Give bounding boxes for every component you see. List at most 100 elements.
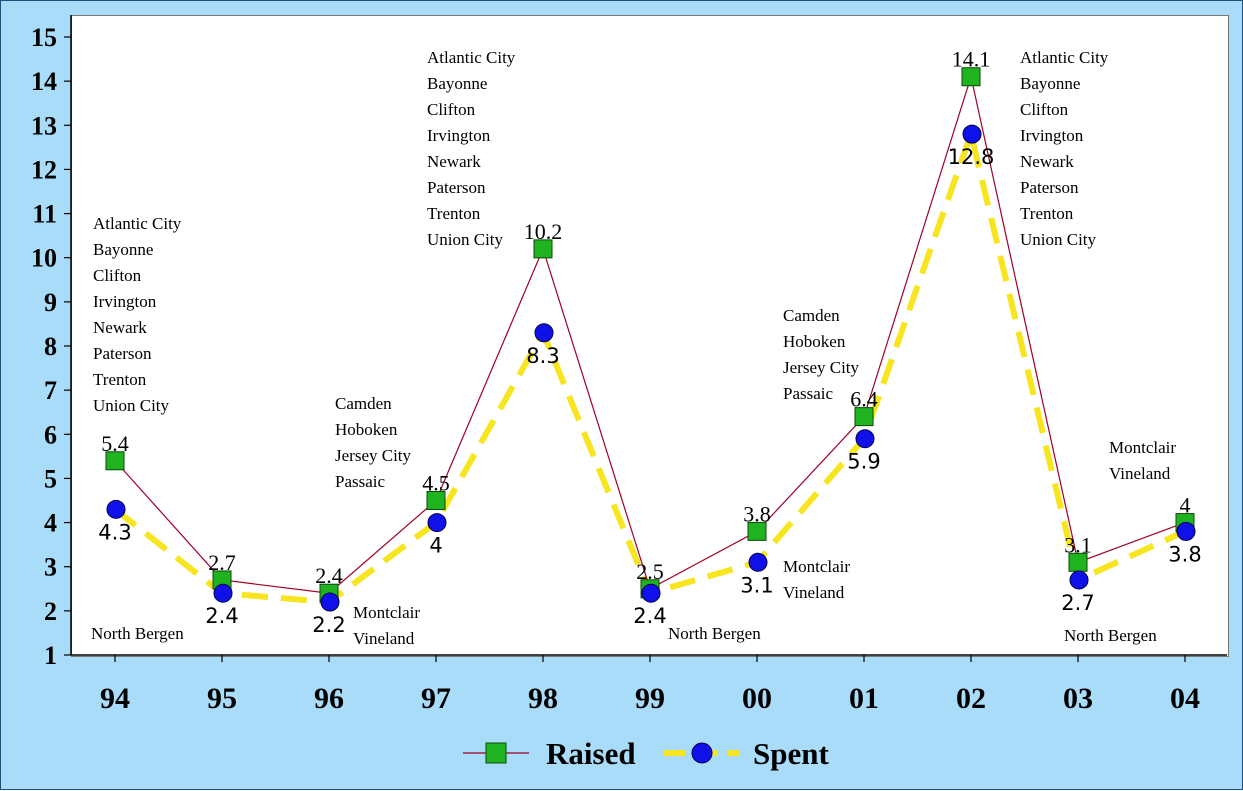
city-annotation: Clifton: [427, 100, 476, 119]
y-tick-label: 8: [44, 332, 57, 361]
x-tick-label: 97: [421, 682, 451, 715]
raised-data-label: 4: [1180, 493, 1191, 518]
city-annotation: Bayonne: [427, 74, 487, 93]
raised-data-label: 4.5: [422, 471, 450, 496]
city-annotation: Atlantic City: [93, 214, 182, 233]
city-annotation: Montclair: [353, 603, 420, 622]
raised-point: [854, 407, 874, 427]
city-annotation: Bayonne: [1020, 74, 1080, 93]
city-annotation: Union City: [93, 396, 170, 415]
spent-data-label: 4: [429, 534, 442, 558]
city-annotation: Irvington: [1020, 126, 1084, 145]
city-annotation: Passaic: [783, 384, 834, 403]
city-annotation: Irvington: [427, 126, 491, 145]
spent-data-label: 8.3: [526, 344, 559, 368]
x-tick-label: 94: [100, 682, 130, 715]
spent-point: [534, 323, 554, 343]
x-tick-label: 04: [1170, 682, 1200, 715]
y-tick-label: 7: [44, 376, 57, 405]
city-annotation: Trenton: [93, 370, 147, 389]
city-annotation: Newark: [93, 318, 147, 337]
spent-data-label: 12.8: [948, 145, 995, 169]
city-annotation: Paterson: [93, 344, 152, 363]
city-annotation: North Bergen: [1064, 626, 1157, 645]
raised-data-label: 6.4: [850, 387, 878, 412]
city-annotation: North Bergen: [91, 624, 184, 643]
raised-point: [747, 521, 767, 541]
plot-area: [71, 15, 1229, 657]
city-annotation: Montclair: [783, 557, 850, 576]
city-annotation: Hoboken: [783, 332, 846, 351]
city-annotation: Hoboken: [335, 420, 398, 439]
x-tick-label: 99: [635, 682, 665, 715]
y-tick-label: 4: [44, 509, 57, 538]
raised-data-label: 2.5: [636, 559, 664, 584]
spent-point: [213, 583, 233, 603]
spent-point: [748, 552, 768, 572]
spent-data-label: 2.4: [205, 604, 238, 628]
raised-point: [961, 67, 981, 87]
x-tick-label: 96: [314, 682, 344, 715]
city-annotation: Clifton: [1020, 100, 1069, 119]
spent-data-label: 3.8: [1168, 542, 1201, 566]
city-annotation: Bayonne: [93, 240, 153, 259]
x-tick-label: 98: [528, 682, 558, 715]
spent-data-label: 4.3: [98, 520, 131, 544]
city-annotation: Union City: [1020, 230, 1097, 249]
city-annotation: Newark: [1020, 152, 1074, 171]
spent-data-label: 2.2: [312, 613, 345, 637]
spent-point: [641, 583, 661, 603]
y-tick-label: 11: [32, 200, 57, 229]
raised-data-label: 2.4: [315, 563, 343, 588]
raised-point: [426, 491, 446, 510]
city-annotation: North Bergen: [668, 624, 761, 643]
city-annotation: Montclair: [1109, 438, 1176, 457]
city-annotation: Trenton: [427, 204, 481, 223]
city-annotation: Paterson: [427, 178, 486, 197]
x-tick-label: 03: [1063, 682, 1093, 715]
legend-raised-marker: [485, 742, 507, 764]
x-tick-label: 00: [742, 682, 772, 715]
city-annotation: Camden: [783, 306, 840, 325]
y-tick-label: 3: [44, 553, 57, 582]
raised-point: [105, 451, 125, 471]
spent-data-label: 3.1: [740, 573, 773, 597]
y-tick-label: 10: [31, 244, 57, 273]
x-tick-label: 95: [207, 682, 237, 715]
spent-data-label: 5.9: [847, 450, 880, 474]
city-annotation: Clifton: [93, 266, 142, 285]
spent-point: [106, 499, 126, 519]
spent-point: [1176, 521, 1196, 541]
city-annotation: Union City: [427, 230, 504, 249]
city-annotation: Vineland: [783, 583, 845, 602]
city-annotation: Atlantic City: [1020, 48, 1109, 67]
y-tick-label: 5: [44, 464, 57, 493]
raised-data-label: 3.8: [743, 501, 771, 526]
raised-data-label: 2.7: [208, 550, 236, 575]
city-annotation: Vineland: [353, 629, 415, 648]
city-annotation: Atlantic City: [427, 48, 516, 67]
city-annotation: Trenton: [1020, 204, 1074, 223]
spent-data-label: 2.4: [633, 604, 666, 628]
legend-raised-label: Raised: [546, 736, 636, 771]
city-annotation: Vineland: [1109, 464, 1171, 483]
raised-data-label: 10.2: [524, 219, 563, 244]
city-annotation: Camden: [335, 394, 392, 413]
city-annotation: Jersey City: [783, 358, 860, 377]
city-annotation: Paterson: [1020, 178, 1079, 197]
x-tick-label: 02: [956, 682, 986, 715]
city-annotation: Newark: [427, 152, 481, 171]
x-tick-label: 01: [849, 682, 879, 715]
raised-data-label: 14.1: [952, 47, 991, 72]
legend-spent-marker: [691, 742, 713, 764]
y-tick-label: 1: [44, 641, 57, 670]
raised-point: [533, 239, 553, 259]
y-tick-label: 9: [44, 288, 57, 317]
spent-point: [1069, 570, 1089, 590]
y-tick-label: 14: [31, 67, 57, 96]
city-annotation: Irvington: [93, 292, 157, 311]
y-tick-label: 6: [44, 420, 57, 449]
spent-point: [962, 124, 982, 144]
